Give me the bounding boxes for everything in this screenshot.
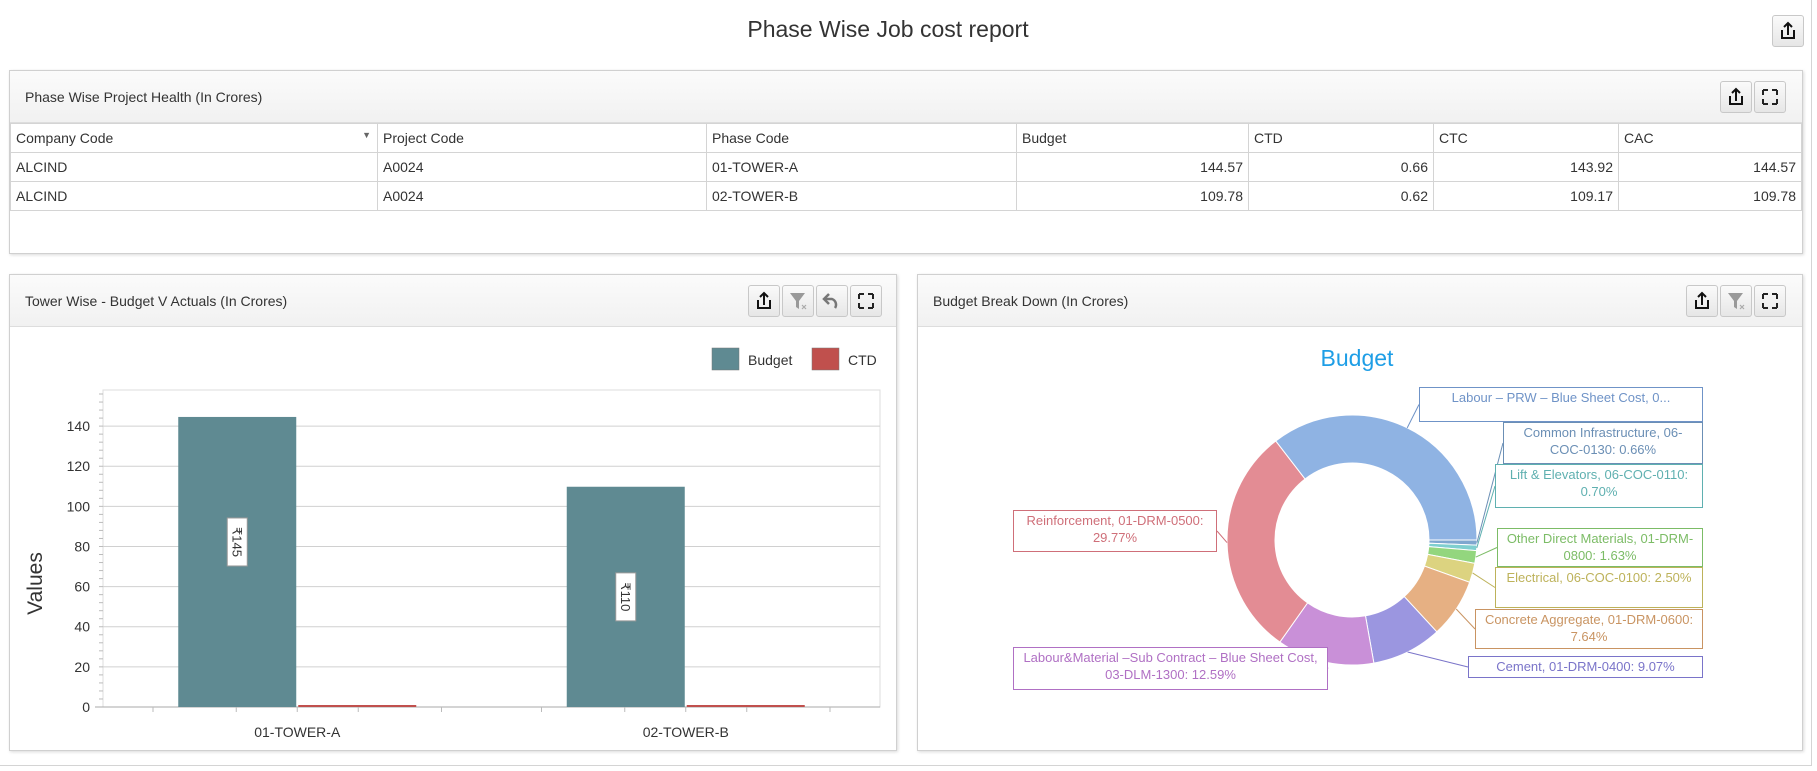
cell: 02-TOWER-B — [706, 181, 1017, 211]
leader-line — [1406, 404, 1420, 429]
bar-data-label: ₹110 — [618, 582, 633, 611]
export-button[interactable] — [748, 285, 780, 317]
cell: A0024 — [377, 152, 707, 182]
panel-header: Tower Wise - Budget V Actuals (In Crores… — [10, 275, 896, 327]
y-tick-label: 20 — [74, 659, 90, 675]
legend-label: Budget — [748, 352, 792, 368]
slice-label: Labour – PRW – Blue Sheet Cost, 0... — [1419, 387, 1703, 422]
cell: 109.78 — [1618, 181, 1802, 211]
slice-label: Electrical, 06-COC-0100: 2.50% — [1495, 567, 1703, 608]
table-header-row: Company Code ▼ Project Code Phase Code Bu… — [10, 123, 1802, 153]
legend-swatch — [711, 347, 740, 371]
undo-button[interactable] — [816, 285, 848, 317]
bar-data-label: ₹145 — [229, 527, 244, 557]
y-tick-label: 0 — [82, 699, 90, 715]
bar-ctd — [298, 705, 417, 707]
data-label-box — [615, 572, 637, 622]
slice-label: Common Infrastructure, 06-COC-0130: 0.66… — [1503, 422, 1703, 464]
bar-data-label-group: ₹145 — [226, 517, 248, 567]
export-icon — [757, 291, 771, 309]
legend-label: CTD — [848, 352, 877, 368]
column-header-project-code[interactable]: Project Code — [377, 123, 707, 153]
x-tick-label: 01-TOWER-A — [254, 724, 341, 740]
export-icon — [1781, 21, 1795, 39]
panel-title: Phase Wise Project Health (In Crores) — [25, 89, 263, 105]
column-header-budget[interactable]: Budget — [1016, 123, 1249, 153]
cell: 109.17 — [1433, 181, 1619, 211]
cell: ALCIND — [10, 152, 378, 182]
slice-label: Other Direct Materials, 01-DRM-0800: 1.6… — [1497, 528, 1703, 567]
health-table: Company Code ▼ Project Code Phase Code Bu… — [10, 123, 1802, 211]
column-label: Company Code — [16, 130, 114, 146]
project-health-panel: Phase Wise Project Health (In Crores) Co… — [9, 70, 1803, 254]
slice-label: Cement, 01-DRM-0400: 9.07% — [1468, 656, 1703, 678]
leader-line — [1407, 651, 1469, 668]
cell: 144.57 — [1016, 152, 1249, 182]
chart-title: Budget — [1321, 345, 1395, 371]
maximize-icon — [1762, 89, 1778, 105]
clear-filter-icon — [790, 293, 807, 310]
page-title: Phase Wise Job cost report — [747, 16, 1029, 42]
cell: A0024 — [377, 181, 707, 211]
column-header-cac[interactable]: CAC — [1618, 123, 1802, 153]
column-header-phase-code[interactable]: Phase Code — [706, 123, 1017, 153]
y-tick-label: 40 — [74, 619, 90, 635]
panel-header: Budget Break Down (In Crores) — [918, 275, 1802, 327]
y-tick-label: 140 — [67, 418, 91, 434]
slice-label: Concrete Aggregate, 01-DRM-0600: 7.64% — [1475, 609, 1703, 649]
leader-line — [1475, 547, 1498, 558]
export-button[interactable] — [1686, 285, 1718, 317]
clear-filter-button[interactable] — [1720, 285, 1752, 317]
export-icon — [1729, 87, 1743, 105]
table-row[interactable]: ALCIND A0024 01-TOWER-A 144.57 0.66 143.… — [10, 152, 1802, 182]
cell: 0.62 — [1248, 181, 1434, 211]
maximize-icon — [1762, 293, 1778, 309]
panel-header: Phase Wise Project Health (In Crores) — [10, 71, 1802, 123]
leader-line — [1476, 442, 1504, 543]
clear-filter-button[interactable] — [782, 285, 814, 317]
undo-icon — [822, 293, 838, 309]
cell: 109.78 — [1016, 181, 1249, 211]
leader-line — [1472, 572, 1496, 588]
y-tick-label: 120 — [67, 458, 91, 474]
maximize-button[interactable] — [1754, 81, 1786, 113]
cell: ALCIND — [10, 181, 378, 211]
export-icon — [1695, 291, 1709, 309]
panel-title: Tower Wise - Budget V Actuals (In Crores… — [25, 293, 288, 309]
slice-label: Labour&Material –Sub Contract – Blue She… — [1013, 647, 1328, 690]
donut-slice — [1226, 440, 1309, 643]
y-tick-label: 100 — [67, 498, 91, 514]
column-header-company-code[interactable]: Company Code ▼ — [10, 123, 378, 153]
maximize-button[interactable] — [850, 285, 882, 317]
cell: 0.66 — [1248, 152, 1434, 182]
maximize-button[interactable] — [1754, 285, 1786, 317]
legend-swatch — [811, 347, 840, 371]
bar-data-label-group: ₹110 — [615, 572, 637, 622]
slice-label: Lift & Elevators, 06-COC-0110: 0.70% — [1495, 464, 1703, 508]
y-tick-label: 60 — [74, 579, 90, 595]
leader-line — [1216, 530, 1228, 543]
panel-title: Budget Break Down (In Crores) — [933, 293, 1129, 309]
leader-line — [1476, 485, 1496, 549]
bar-ctd — [686, 705, 805, 707]
donut-slice — [1275, 414, 1478, 541]
clear-filter-icon — [1728, 293, 1745, 310]
y-tick-label: 80 — [74, 538, 90, 554]
data-label-box — [226, 517, 248, 567]
export-report-button[interactable] — [1772, 15, 1804, 47]
leader-line — [1455, 608, 1476, 630]
y-axis-title: Values — [24, 552, 47, 615]
table-row[interactable]: ALCIND A0024 02-TOWER-B 109.78 0.62 109.… — [10, 181, 1802, 211]
x-tick-label: 02-TOWER-B — [643, 724, 729, 740]
maximize-icon — [858, 293, 874, 309]
export-button[interactable] — [1720, 81, 1752, 113]
slice-label: Reinforcement, 01-DRM-0500: 29.77% — [1013, 510, 1217, 552]
cell: 143.92 — [1433, 152, 1619, 182]
filter-icon[interactable]: ▼ — [362, 130, 371, 140]
